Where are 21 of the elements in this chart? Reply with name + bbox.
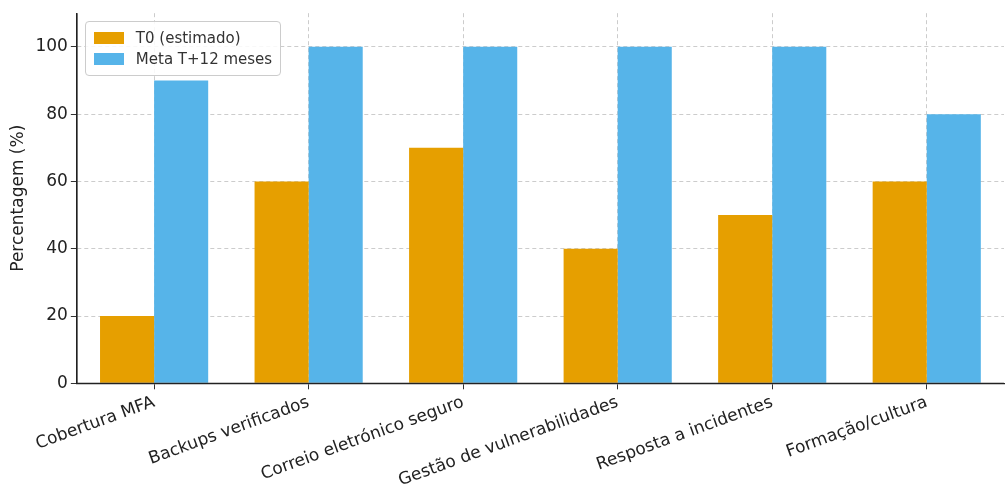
bar (617, 46, 672, 383)
y-tick-label: 100 (35, 35, 68, 56)
y-tick-label: 40 (46, 237, 68, 258)
bar (308, 46, 363, 383)
y-tick-label: 20 (46, 304, 68, 325)
bar (718, 215, 773, 383)
legend-label: Meta T+12 meses (135, 50, 273, 69)
bar (463, 46, 518, 383)
bar (254, 181, 309, 383)
bar (100, 316, 155, 383)
bar (872, 181, 927, 383)
bar (772, 46, 827, 383)
bar (926, 114, 981, 383)
bar (154, 80, 209, 383)
y-axis-title: Percentagem (%) (6, 124, 27, 272)
y-tick-label: 80 (46, 102, 68, 123)
legend-label: T0 (estimado) (135, 29, 241, 48)
y-tick-label: 60 (46, 169, 68, 190)
y-tick-label: 0 (57, 371, 68, 392)
bar (563, 248, 618, 383)
bar (409, 147, 464, 383)
